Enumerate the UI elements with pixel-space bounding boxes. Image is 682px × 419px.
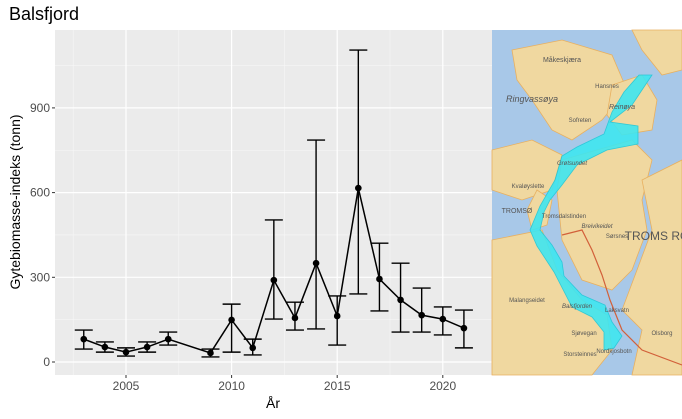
data-point — [228, 316, 235, 324]
map-label: Laksvatn — [605, 308, 629, 314]
map-label: Hansnes — [595, 84, 619, 90]
map-label: TROMS ROMSA — [625, 229, 682, 243]
data-point — [333, 312, 341, 320]
data-point — [207, 349, 214, 357]
fjord-highlight — [529, 74, 653, 351]
data-point — [460, 324, 468, 332]
error-bar — [412, 287, 431, 333]
map-label: Storsteinnes — [563, 352, 596, 358]
data-point — [376, 275, 383, 283]
x-tick-label: 2020 — [429, 379, 456, 393]
map-road — [561, 229, 682, 366]
data-point — [80, 335, 88, 343]
y-tick-label: 600 — [30, 186, 50, 200]
data-point — [312, 259, 320, 267]
map-label: Breivikeidet — [581, 224, 612, 230]
x-tick-label: 2005 — [113, 379, 140, 393]
map-label: Kvaløyslette — [512, 184, 545, 190]
y-axis-label: Gytebiomasse-indeks (tonn) — [7, 114, 23, 289]
y-tick-label: 300 — [30, 270, 50, 284]
map-label: Nordkjosbotn — [596, 349, 631, 355]
map-label: Balsfjorden — [562, 304, 593, 310]
map-land — [511, 39, 628, 141]
data-point — [439, 315, 447, 323]
map-inset: Måkeskjæra Ringvassøya Hansnes Reinøya Sofre… — [491, 29, 682, 376]
error-bar — [222, 303, 241, 353]
map-label: Tromsdalstinden — [542, 214, 586, 220]
x-axis-label: År — [266, 395, 280, 411]
error-bar — [307, 139, 326, 330]
map-label: Sørsnes — [606, 234, 628, 240]
error-bar — [328, 295, 347, 346]
data-point — [291, 314, 299, 322]
data-point — [143, 343, 151, 351]
map-land — [631, 29, 682, 76]
data-point — [101, 343, 109, 351]
data-point — [164, 335, 172, 343]
map-label: Olsborg — [651, 331, 672, 337]
error-bar — [349, 49, 368, 295]
error-bar — [264, 219, 283, 320]
plot-panel — [55, 30, 492, 375]
data-point — [249, 344, 257, 352]
map-label: Måkeskjæra — [543, 56, 581, 64]
y-tick-label: 0 — [43, 355, 50, 369]
data-point — [418, 311, 425, 319]
data-point — [122, 348, 130, 356]
data-point — [270, 276, 278, 284]
map-label: Ringvassøya — [506, 94, 558, 104]
chart-title: Balsfjord — [9, 4, 80, 24]
series-line — [83, 187, 465, 354]
x-tick-label: 2015 — [324, 379, 351, 393]
map-label: TROMSØ — [502, 208, 533, 215]
map-label: Reinøya — [609, 104, 635, 111]
map-label: Malangseidet — [509, 298, 545, 304]
map-land — [556, 139, 653, 291]
x-tick-label: 2010 — [218, 379, 245, 393]
y-tick-label: 900 — [30, 101, 50, 115]
data-point — [355, 184, 362, 192]
data-point — [397, 296, 404, 304]
map-land — [621, 159, 682, 376]
map-label: Sofreten — [569, 118, 592, 124]
map-label: Sjøvegan — [571, 331, 596, 337]
map-label: Grøtsundet — [557, 161, 587, 167]
